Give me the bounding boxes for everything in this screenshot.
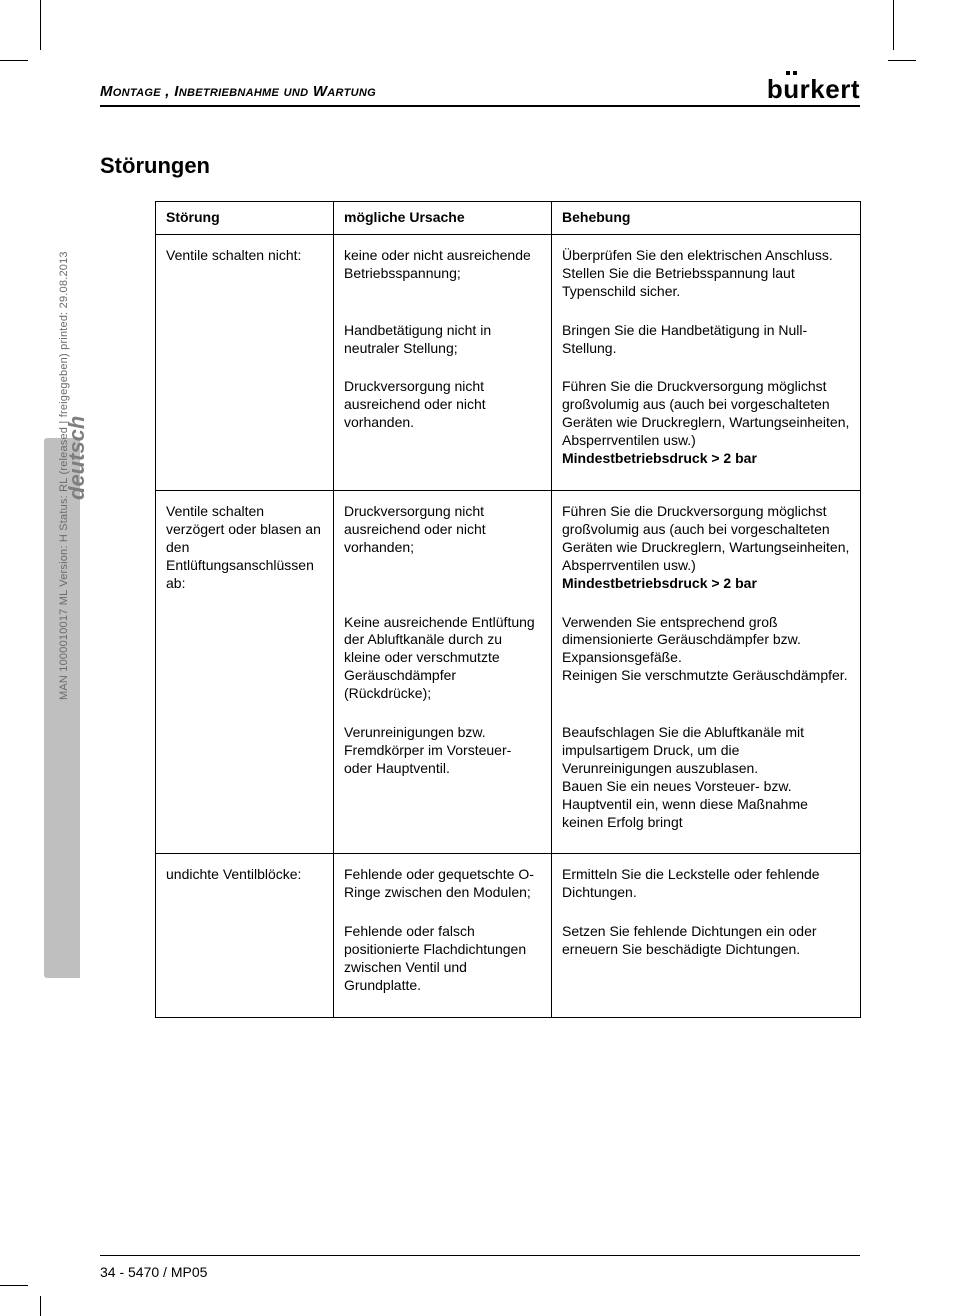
table-header-row: Störung mögliche Ursache Behebung: [156, 202, 861, 235]
crop-mark: [888, 60, 916, 61]
crop-mark: [40, 0, 41, 50]
cell-cause: Fehlende oder gequetschte O-Ringe zwisch…: [334, 854, 552, 916]
section-title: Störungen: [100, 153, 860, 179]
col-header-cause: mögliche Ursache: [334, 202, 552, 235]
col-header-remedy: Behebung: [552, 202, 861, 235]
col-header-fault: Störung: [156, 202, 334, 235]
cell-cause: Keine ausreichende Entlüftung der Abluft…: [334, 607, 552, 718]
table-row: Ventile schalten nicht:keine oder nicht …: [156, 234, 861, 314]
brand-logo: burkert: [767, 74, 860, 105]
cell-cause: Druckversorgung nicht ausreichend oder n…: [334, 490, 552, 606]
crop-mark: [0, 60, 28, 61]
cell-remedy: Führen Sie die Druckversorgung möglichst…: [552, 490, 861, 606]
troubleshooting-table: Störung mögliche Ursache Behebung Ventil…: [155, 201, 861, 1018]
remedy-bold: Mindestbetriebsdruck > 2 bar: [562, 450, 757, 466]
cell-fault: Ventile schalten nicht:: [156, 234, 334, 490]
cell-remedy: Verwenden Sie entsprechend groß dimensio…: [552, 607, 861, 718]
cell-cause: keine oder nicht ausreichende Betriebssp…: [334, 234, 552, 314]
cell-fault: Ventile schalten verzögert oder blasen a…: [156, 490, 334, 854]
crop-mark: [893, 0, 894, 50]
crop-mark: [0, 1285, 28, 1286]
page-content: Montage , Inbetriebnahme und Wartung bur…: [100, 72, 860, 1018]
crop-mark: [40, 1296, 41, 1316]
cell-cause: Verunreinigungen bzw. Fremdkörper im Vor…: [334, 717, 552, 854]
cell-remedy: Setzen Sie fehlende Dichtungen ein oder …: [552, 916, 861, 1017]
table-row: Ventile schalten verzögert oder blasen a…: [156, 490, 861, 606]
running-head: Montage , Inbetriebnahme und Wartung bur…: [100, 72, 860, 107]
cell-fault: undichte Ventilblöcke:: [156, 854, 334, 1017]
cell-cause: Handbetätigung nicht in neutraler Stellu…: [334, 315, 552, 372]
cell-cause: Druckversorgung nicht ausreichend oder n…: [334, 371, 552, 490]
table-row: undichte Ventilblöcke:Fehlende oder gequ…: [156, 854, 861, 916]
cell-remedy: Bringen Sie die Handbetätigung in Null-S…: [552, 315, 861, 372]
cell-remedy: Beaufschlagen Sie die Abluftkanäle mit i…: [552, 717, 861, 854]
page-footer: 34 - 5470 / MP05: [100, 1255, 860, 1280]
cell-remedy: Führen Sie die Druckversorgung möglichst…: [552, 371, 861, 490]
cell-cause: Fehlende oder falsch positionierte Flach…: [334, 916, 552, 1017]
side-language-label: deutsch: [64, 416, 90, 500]
remedy-bold: Mindestbetriebsdruck > 2 bar: [562, 575, 757, 591]
cell-remedy: Überprüfen Sie den elektrischen Anschlus…: [552, 234, 861, 314]
running-head-title: Montage , Inbetriebnahme und Wartung: [100, 83, 376, 100]
cell-remedy: Ermitteln Sie die Leckstelle oder fehlen…: [552, 854, 861, 916]
